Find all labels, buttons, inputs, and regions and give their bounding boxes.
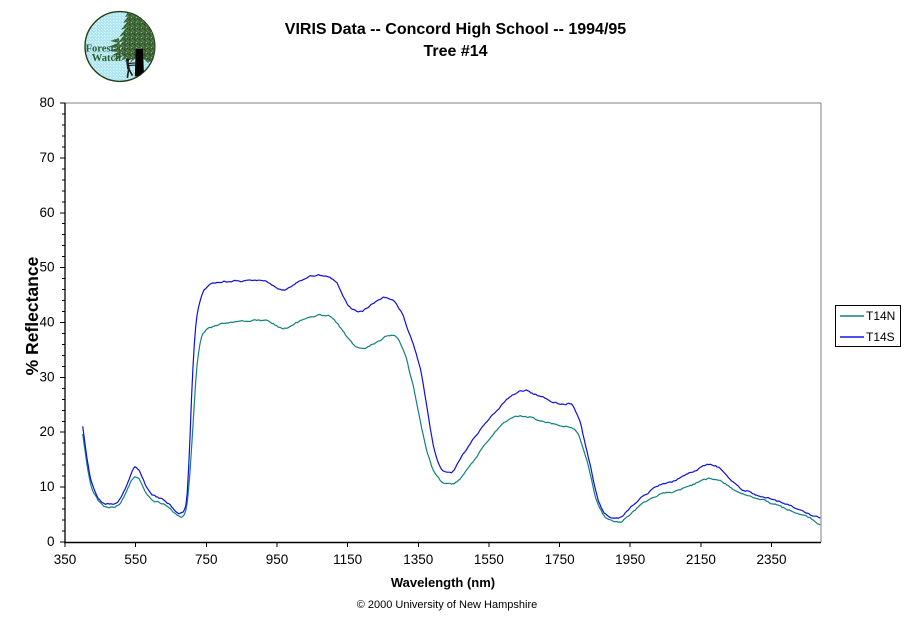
svg-text:Watch: Watch xyxy=(92,53,121,64)
svg-text:80: 80 xyxy=(39,95,54,110)
svg-text:0: 0 xyxy=(47,534,55,549)
svg-text:30: 30 xyxy=(39,369,54,384)
svg-text:1350: 1350 xyxy=(403,552,433,567)
svg-text:20: 20 xyxy=(39,424,54,439)
svg-text:2350: 2350 xyxy=(756,552,786,567)
svg-text:40: 40 xyxy=(39,315,54,330)
svg-text:T14N: T14N xyxy=(866,309,895,323)
svg-text:950: 950 xyxy=(266,552,289,567)
svg-text:Forest: Forest xyxy=(86,44,115,55)
svg-text:750: 750 xyxy=(195,552,218,567)
svg-text:© 2000 University of New Hamps: © 2000 University of New Hampshire xyxy=(357,599,538,611)
svg-text:70: 70 xyxy=(39,150,54,165)
svg-text:350: 350 xyxy=(54,552,77,567)
svg-text:1150: 1150 xyxy=(333,552,362,567)
svg-text:T14S: T14S xyxy=(866,330,895,344)
svg-text:% Reflectance: % Reflectance xyxy=(22,256,42,375)
svg-text:1750: 1750 xyxy=(545,552,575,567)
svg-text:550: 550 xyxy=(124,552,147,567)
svg-text:2150: 2150 xyxy=(686,552,716,567)
svg-text:10: 10 xyxy=(39,479,54,494)
svg-text:1950: 1950 xyxy=(615,552,645,567)
svg-text:1550: 1550 xyxy=(474,552,504,567)
svg-text:60: 60 xyxy=(39,205,54,220)
svg-text:50: 50 xyxy=(39,260,54,275)
svg-text:Wavelength (nm): Wavelength (nm) xyxy=(391,575,495,590)
